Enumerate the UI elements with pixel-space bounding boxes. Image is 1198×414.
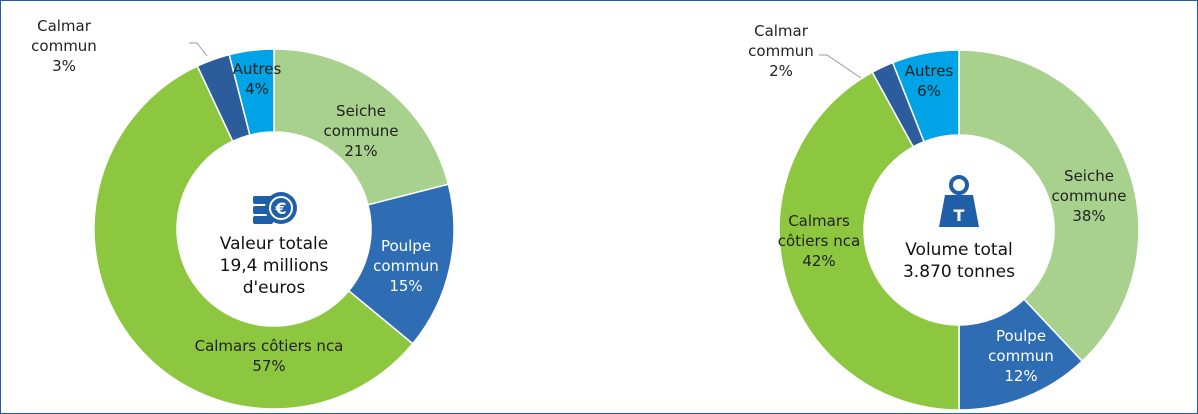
leader-line — [189, 42, 208, 57]
category-name: Calmars côtiers nca — [777, 212, 861, 250]
category-name: Seiche commune — [323, 102, 399, 140]
value-label: 38% — [1072, 207, 1106, 225]
segment-label: Calmar commun 2% — [741, 21, 821, 81]
category-name: Autres — [904, 62, 954, 80]
segment-label: Poulpe commun 15% — [361, 236, 451, 296]
value-label: 42% — [802, 252, 836, 270]
segment-label: Seiche commune 38% — [1039, 166, 1139, 226]
value-label: 12% — [1004, 367, 1038, 385]
category-name: Calmars côtiers nca — [194, 337, 344, 355]
segment-label: Autres 4% — [222, 59, 292, 99]
category-name: Autres — [232, 60, 282, 78]
category-name: Calmar commun — [748, 22, 814, 60]
value-label: 3% — [52, 57, 76, 75]
donut-segment — [273, 48, 450, 206]
donut-segment — [778, 71, 960, 411]
segment-label: Seiche commune 21% — [306, 101, 416, 161]
value-label: 15% — [389, 277, 423, 295]
category-name: Poulpe commun — [988, 327, 1054, 365]
center-label: Volume total 3.870 tonnes — [902, 240, 1015, 282]
segment-label: Autres 6% — [894, 61, 964, 101]
donut-segment — [891, 49, 960, 143]
svg-text:T: T — [954, 206, 965, 225]
value-label: 4% — [245, 80, 269, 98]
category-name: Poulpe commun — [373, 237, 439, 275]
segment-label: Calmars côtiers nca 57% — [159, 336, 379, 376]
donut-segment — [93, 65, 414, 410]
value-label: 21% — [344, 142, 378, 160]
value-label: 57% — [252, 357, 286, 375]
donut-segment — [228, 48, 275, 136]
center-label: Valeur totale 19,4 millions d'euros — [219, 234, 329, 298]
segment-label: Calmar commun 3% — [24, 16, 104, 76]
value-label: 2% — [769, 62, 793, 80]
segment-label: Calmars côtiers nca 42% — [769, 211, 869, 271]
weight-icon: T — [939, 175, 979, 227]
svg-text:€: € — [274, 199, 286, 218]
category-name: Seiche commune — [1051, 167, 1127, 205]
leader-line — [819, 54, 862, 79]
value-label: 6% — [917, 82, 941, 100]
category-name: Calmar commun — [31, 17, 97, 55]
donut-segment — [958, 49, 1140, 363]
euro-icon: € — [253, 192, 297, 224]
segment-label: Poulpe commun 12% — [976, 326, 1066, 386]
